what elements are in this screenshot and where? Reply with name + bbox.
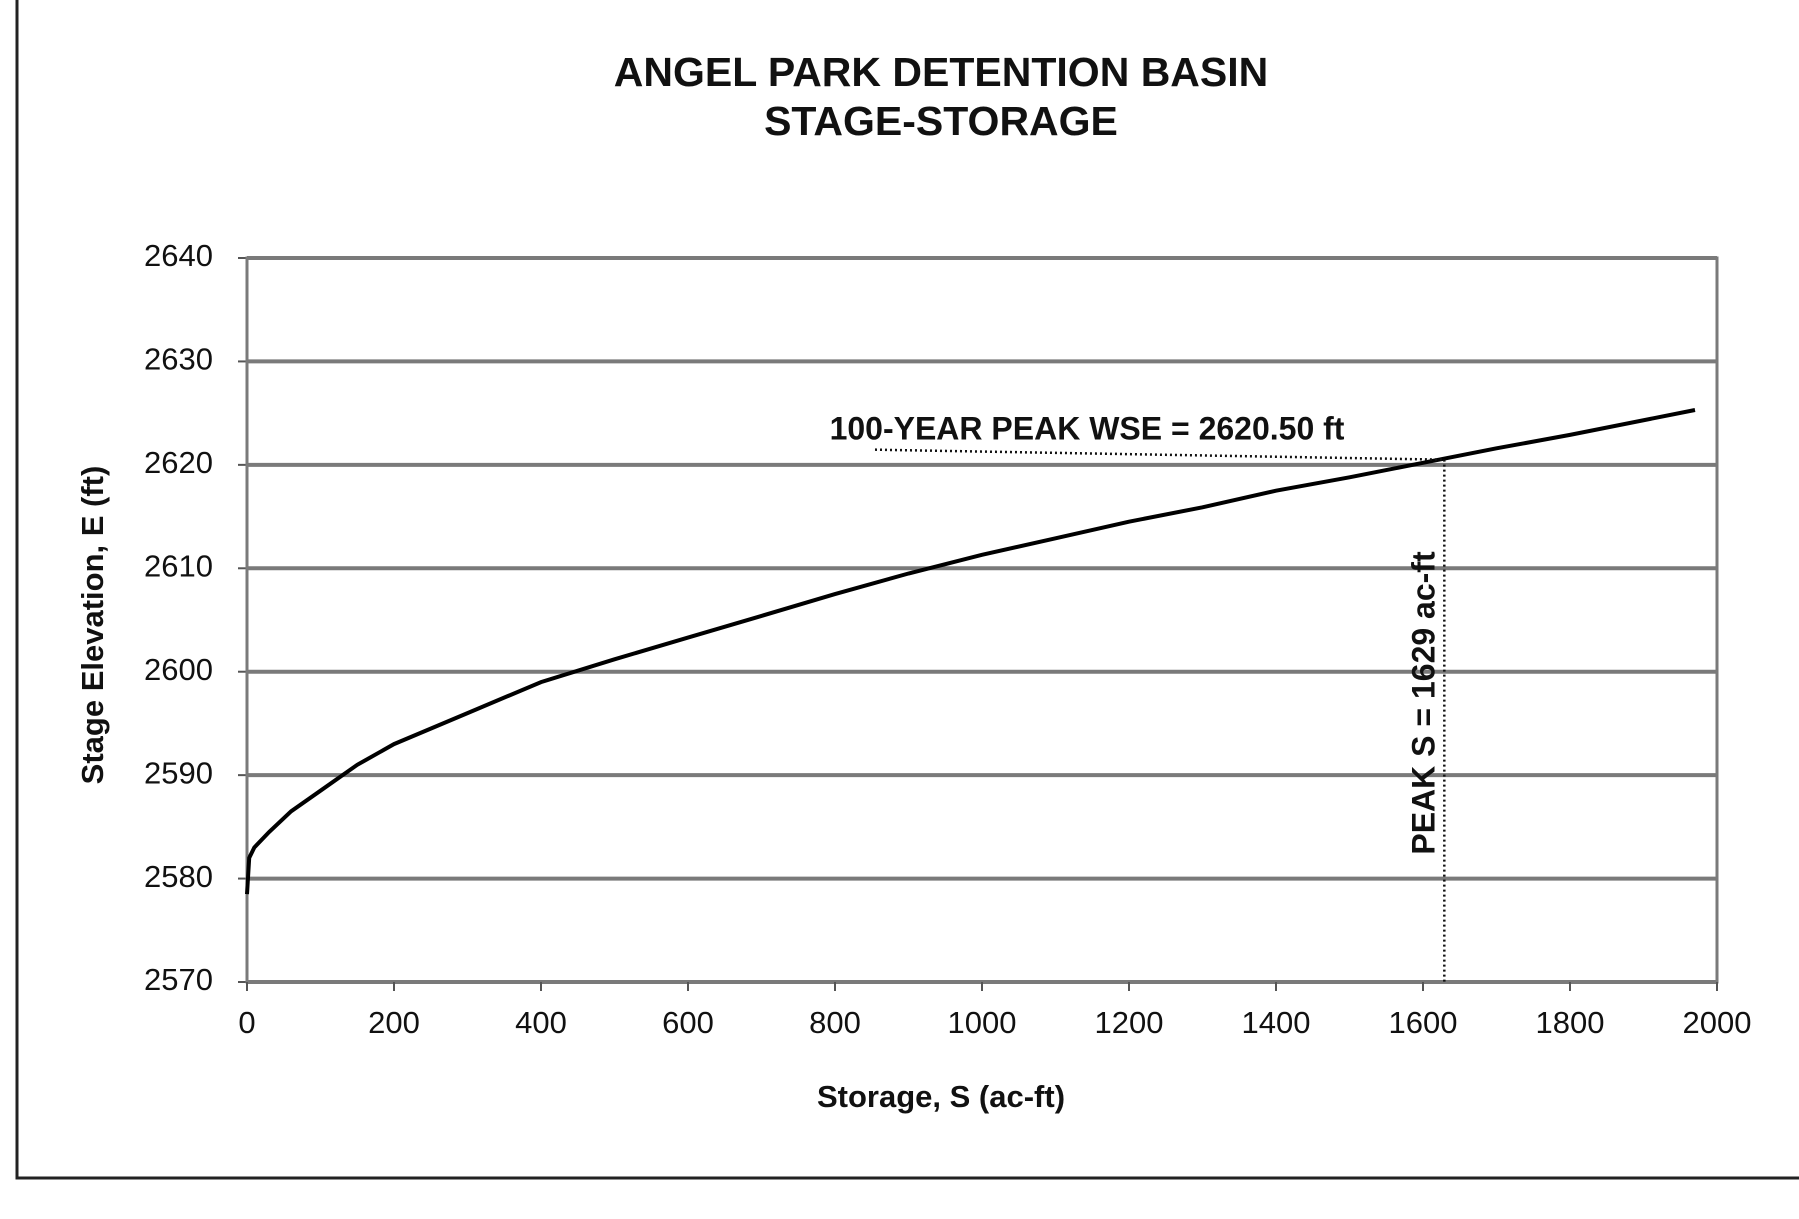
x-tick-label: 1400 [1242, 1005, 1311, 1040]
y-tick-label: 2570 [144, 962, 213, 997]
x-tick-label: 1200 [1095, 1005, 1164, 1040]
storage-annotation: PEAK S = 1629 ac-ft [1405, 551, 1441, 855]
y-axis-title: Stage Elevation, E (ft) [75, 466, 110, 785]
y-tick-label: 2600 [144, 652, 213, 687]
y-tick-label: 2610 [144, 548, 213, 583]
x-tick-label: 1800 [1536, 1005, 1605, 1040]
y-tick-label: 2580 [144, 859, 213, 894]
data-line [245, 408, 1696, 895]
x-tick-label: 1000 [948, 1005, 1017, 1040]
y-tick-label: 2630 [144, 342, 213, 377]
wse-annotation: 100-YEAR PEAK WSE = 2620.50 ft [830, 410, 1345, 446]
chart-title: ANGEL PARK DETENTION BASIN [614, 49, 1269, 95]
chart-title: STAGE-STORAGE [764, 98, 1118, 144]
y-tick-label: 2620 [144, 445, 213, 480]
y-tick-label: 2590 [144, 755, 213, 790]
y-tick-label: 2640 [144, 238, 213, 273]
x-tick-label: 200 [368, 1005, 420, 1040]
x-axis-title: Storage, S (ac-ft) [817, 1079, 1065, 1114]
x-tick-label: 600 [662, 1005, 714, 1040]
wse-marker [874, 448, 1445, 461]
page-border [15, 0, 1799, 1180]
plot-border [245, 256, 1719, 984]
x-tick-label: 400 [515, 1005, 567, 1040]
x-tick-label: 0 [238, 1005, 255, 1040]
x-tick-label: 1600 [1389, 1005, 1458, 1040]
x-tick-label: 2000 [1683, 1005, 1752, 1040]
x-tick-label: 800 [809, 1005, 861, 1040]
